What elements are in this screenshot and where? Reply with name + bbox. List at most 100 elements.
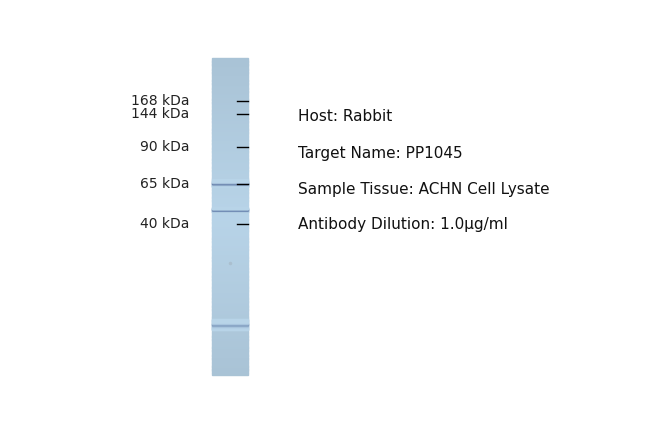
Bar (212, 115, 248, 117)
Text: Antibody Dilution: 1.0μg/ml: Antibody Dilution: 1.0μg/ml (298, 217, 508, 232)
Bar (212, 297, 248, 299)
Bar (212, 340, 248, 341)
Bar (212, 129, 248, 131)
Bar (212, 320, 248, 321)
Bar (212, 232, 248, 234)
Bar (212, 321, 248, 322)
Bar (212, 170, 248, 172)
Bar (212, 215, 248, 216)
Bar (212, 325, 248, 327)
Bar (212, 128, 248, 130)
Bar (212, 95, 248, 96)
Bar (212, 308, 248, 310)
Bar (212, 140, 248, 142)
Bar (212, 186, 248, 187)
Bar (212, 366, 248, 368)
Bar (212, 193, 248, 194)
Bar (212, 181, 248, 183)
Bar (212, 210, 248, 212)
Bar (212, 151, 248, 153)
Bar (212, 333, 248, 335)
Bar (212, 99, 248, 101)
Bar (212, 324, 248, 325)
Bar (212, 186, 248, 188)
Bar (212, 317, 248, 319)
Bar (212, 359, 248, 360)
Bar (212, 90, 248, 92)
Bar (212, 211, 248, 212)
Bar (212, 80, 248, 82)
Bar (212, 240, 248, 242)
Bar (212, 322, 248, 324)
Bar (212, 77, 248, 79)
Bar (212, 183, 248, 184)
Bar (212, 148, 248, 150)
Bar (212, 185, 248, 186)
Bar (212, 320, 248, 321)
Bar (212, 131, 248, 133)
Bar (212, 196, 248, 197)
Bar (212, 352, 248, 354)
Bar (212, 319, 248, 320)
Bar (212, 104, 248, 106)
Bar (212, 256, 248, 257)
Bar (212, 331, 248, 334)
Bar (212, 369, 248, 372)
Bar (212, 86, 248, 89)
Bar (212, 209, 248, 210)
Bar (212, 185, 248, 186)
Text: 144 kDa: 144 kDa (131, 108, 190, 121)
Bar (212, 273, 248, 275)
Bar (212, 246, 248, 248)
Bar (212, 349, 248, 351)
Bar (212, 210, 248, 211)
Bar (212, 120, 248, 122)
Bar (212, 85, 248, 87)
Bar (212, 179, 248, 180)
Bar (212, 142, 248, 144)
Bar (212, 74, 248, 76)
Bar (212, 159, 248, 161)
Bar (212, 213, 248, 215)
Bar (212, 328, 248, 330)
Bar (212, 257, 248, 259)
Bar (212, 321, 248, 322)
Bar (212, 150, 248, 152)
Bar (212, 314, 248, 316)
Bar (212, 219, 248, 221)
Bar (212, 134, 248, 136)
Text: Target Name: PP1045: Target Name: PP1045 (298, 146, 463, 161)
Bar (212, 260, 248, 262)
Bar (212, 328, 248, 329)
Bar (212, 183, 248, 184)
Bar (212, 123, 248, 125)
Bar (212, 303, 248, 305)
Bar (212, 312, 248, 314)
Bar (212, 323, 248, 324)
Bar (212, 262, 248, 264)
Bar (212, 211, 248, 213)
Bar (212, 371, 248, 373)
Bar (212, 191, 248, 193)
Bar (212, 311, 248, 313)
Bar (212, 180, 248, 181)
Bar (212, 156, 248, 158)
Bar (212, 290, 248, 292)
Bar (212, 294, 248, 295)
Bar (212, 184, 248, 185)
Bar (212, 235, 248, 237)
Bar (212, 355, 248, 357)
Bar (212, 306, 248, 308)
Bar (212, 292, 248, 294)
Bar (212, 203, 248, 206)
Bar (212, 208, 248, 209)
Bar (212, 105, 248, 108)
Bar (212, 60, 248, 62)
Bar (212, 265, 248, 267)
Bar (212, 343, 248, 344)
Bar (212, 281, 248, 283)
Bar (212, 102, 248, 104)
Bar (212, 286, 248, 288)
Bar (212, 229, 248, 231)
Bar (212, 216, 248, 218)
